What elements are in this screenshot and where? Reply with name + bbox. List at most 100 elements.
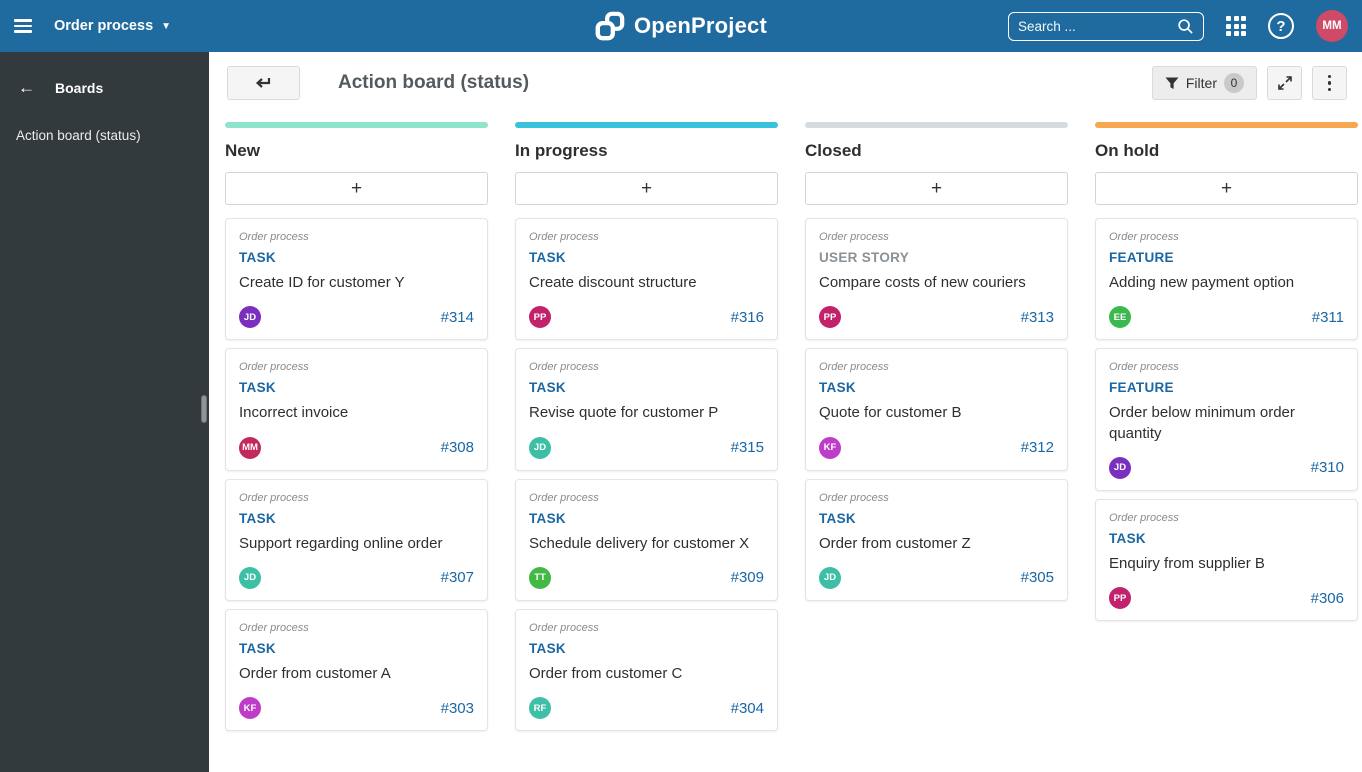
card-title: Create ID for customer Y [239, 274, 405, 291]
card-id-link[interactable]: #308 [440, 439, 474, 456]
search-input[interactable] [1018, 18, 1177, 34]
card-title: Enquiry from supplier B [1109, 554, 1265, 572]
work-package-card[interactable]: Order process TASK Revise quote for cust… [515, 348, 778, 471]
card-project-name: Order process [529, 491, 599, 504]
apps-grid-icon[interactable] [1226, 16, 1246, 36]
add-card-button[interactable]: + [225, 172, 488, 205]
sidebar-boards-label: Boards [55, 80, 104, 96]
work-package-card[interactable]: Order process TASK Support regarding onl… [225, 478, 488, 601]
filter-label: Filter [1185, 75, 1217, 91]
card-type-label: TASK [529, 380, 566, 396]
column-accent-bar [805, 122, 1068, 128]
sidebar-item-action-board-status[interactable]: Action board (status) [16, 128, 141, 143]
card-list: Order process TASK Create discount struc… [515, 218, 778, 731]
card-title: Incorrect invoice [239, 404, 349, 422]
card-title: Order from customer C [529, 664, 683, 682]
card-project-name: Order process [819, 361, 889, 374]
card-title: Support regarding online order [239, 534, 443, 552]
assignee-avatar: RF [529, 697, 551, 719]
more-options-button[interactable] [1312, 66, 1347, 100]
card-id-link[interactable]: #304 [730, 699, 764, 717]
brand-name: OpenProject [633, 13, 768, 38]
card-project-name: Order process [239, 621, 309, 634]
column-title: On hold [1095, 141, 1160, 160]
card-project-name: Order process [1109, 361, 1179, 374]
work-package-card[interactable]: Order process TASK Enquiry from supplier… [1095, 498, 1358, 621]
work-package-card[interactable]: Order process TASK Create ID for custome… [225, 218, 488, 341]
work-package-card[interactable]: Order process USER STORY Compare costs o… [805, 218, 1068, 341]
card-id-link[interactable]: #307 [440, 569, 474, 587]
fullscreen-button[interactable] [1267, 66, 1302, 100]
card-type-label: TASK [529, 510, 566, 526]
assignee-avatar: PP [529, 306, 551, 329]
back-arrow-icon [255, 78, 271, 88]
board-column: Closed + Order process USER STORY Compar… [805, 122, 1068, 731]
card-id-link[interactable]: #310 [1310, 459, 1344, 477]
card-title: Order from customer Z [819, 534, 971, 552]
card-id-link[interactable]: #314 [440, 308, 474, 326]
card-id-link[interactable]: #303 [440, 699, 474, 717]
card-project-name: Order process [1109, 231, 1179, 243]
assignee-avatar: JD [1109, 456, 1131, 479]
fullscreen-icon [1277, 76, 1292, 90]
assignee-avatar: EE [1109, 306, 1131, 329]
card-title: Order from customer A [239, 664, 391, 682]
project-switcher-label: Order process [54, 18, 154, 34]
card-type-label: TASK [529, 250, 566, 265]
card-id-link[interactable]: #316 [730, 308, 764, 326]
hamburger-menu-icon[interactable] [0, 19, 46, 33]
hamburger-bars [14, 19, 32, 33]
card-type-label: FEATURE [1109, 250, 1174, 265]
arrow-left-icon: ← [18, 78, 35, 97]
project-switcher[interactable]: Order process ▼ [46, 18, 179, 34]
card-title: Create discount structure [529, 274, 697, 291]
work-package-card[interactable]: Order process TASK Create discount struc… [515, 218, 778, 341]
work-package-card[interactable]: Order process TASK Incorrect invoice MM … [225, 348, 488, 471]
card-list: Order process TASK Create ID for custome… [225, 218, 488, 731]
card-type-label: TASK [819, 380, 856, 396]
work-package-card[interactable]: Order process FEATURE Adding new payment… [1095, 218, 1358, 341]
sidebar-resize-handle[interactable] [201, 395, 207, 423]
card-id-link[interactable]: #306 [1310, 589, 1344, 607]
card-project-name: Order process [819, 231, 889, 243]
card-id-link[interactable]: #315 [730, 439, 764, 456]
card-title: Revise quote for customer P [529, 404, 719, 422]
sidebar-back-to-boards[interactable]: ← Boards [0, 52, 209, 98]
card-type-label: TASK [1109, 530, 1146, 546]
card-id-link[interactable]: #311 [1311, 308, 1344, 326]
work-package-card[interactable]: Order process TASK Order from customer C… [515, 608, 778, 731]
card-type-label: TASK [239, 640, 276, 656]
column-accent-bar [225, 122, 488, 128]
add-card-button[interactable]: + [1095, 172, 1358, 205]
card-id-link[interactable]: #312 [1020, 439, 1054, 456]
card-id-link[interactable]: #313 [1020, 308, 1054, 326]
help-icon[interactable]: ? [1268, 13, 1294, 39]
kebab-menu-icon [1327, 74, 1332, 92]
work-package-card[interactable]: Order process TASK Quote for customer B … [805, 348, 1068, 471]
work-package-card[interactable]: Order process FEATURE Order below minimu… [1095, 348, 1358, 491]
card-id-link[interactable]: #309 [730, 569, 764, 587]
card-title: Schedule delivery for customer X [529, 534, 750, 552]
work-package-card[interactable]: Order process TASK Order from customer Z… [805, 478, 1068, 601]
search-icon[interactable] [1177, 18, 1194, 35]
add-card-button[interactable]: + [515, 172, 778, 205]
user-avatar[interactable]: MM [1316, 10, 1348, 42]
add-card-button[interactable]: + [805, 172, 1068, 205]
card-type-label: TASK [239, 510, 276, 526]
card-id-link[interactable]: #305 [1020, 569, 1054, 587]
card-type-label: FEATURE [1109, 380, 1174, 396]
card-type-label: TASK [819, 510, 856, 526]
back-button[interactable] [227, 66, 300, 100]
card-project-name: Order process [1109, 511, 1179, 524]
card-title: Order below minimum order quantity [1109, 404, 1295, 442]
work-package-card[interactable]: Order process TASK Order from customer A… [225, 608, 488, 731]
filter-button[interactable]: Filter 0 [1151, 66, 1257, 100]
assignee-avatar: JD [819, 566, 841, 589]
openproject-logo[interactable]: OpenProject [595, 11, 767, 41]
work-package-card[interactable]: Order process TASK Schedule delivery for… [515, 478, 778, 601]
column-accent-bar [515, 122, 778, 128]
main-content: Action board (status) Filter 0 New + [209, 52, 1362, 772]
sidebar: ← Boards Action board (status) [0, 52, 209, 772]
card-type-label: TASK [239, 380, 276, 396]
top-header-bar: Order process ▼ OpenProject ? MM [0, 0, 1362, 52]
